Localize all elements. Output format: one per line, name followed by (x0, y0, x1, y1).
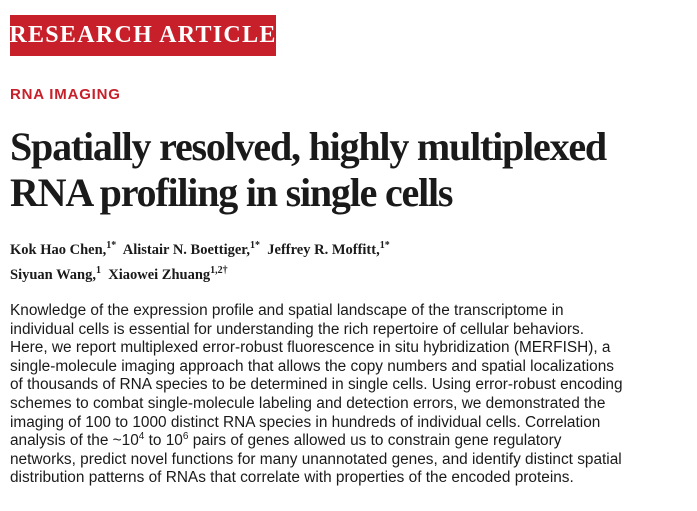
author-line-1: Kok Hao Chen,1* Alistair N. Boettiger,1*… (10, 238, 690, 263)
author-name: Alistair N. Boettiger, (122, 242, 251, 258)
abstract-text: analysis of the ~10 (10, 432, 139, 450)
abstract-line: individual cells is essential for unders… (10, 320, 585, 338)
abstract-text: to 10 (144, 432, 183, 450)
section-label: RNA IMAGING (10, 86, 121, 103)
article-title: Spatially resolved, highly multiplexed R… (10, 124, 690, 216)
author-mark: * (255, 240, 261, 251)
title-line-1: Spatially resolved, highly multiplexed (10, 124, 607, 169)
article-type-banner: RESEARCH ARTICLE (9, 15, 277, 56)
author-affiliation: 1 (95, 265, 101, 276)
abstract-line: single-molecule imaging approach that al… (10, 357, 614, 375)
abstract-line: Knowledge of the expression profile and … (10, 302, 564, 319)
author-line-2: Siyuan Wang,1 Xiaowei Zhuang1,2† (10, 263, 690, 288)
abstract-line: Here, we report multiplexed error-robust… (10, 339, 611, 357)
author-name: Xiaowei Zhuang (108, 267, 211, 283)
abstract: Knowledge of the expression profile and … (10, 302, 692, 488)
abstract-line: schemes to combat single-molecule labeli… (10, 394, 606, 412)
author-mark: * (384, 240, 390, 251)
author-list: Kok Hao Chen,1* Alistair N. Boettiger,1*… (10, 238, 690, 288)
author-affiliation: 1 (250, 240, 256, 251)
author-name: Jeffrey R. Moffitt, (267, 242, 380, 258)
article-type-label: RESEARCH ARTICLE (9, 22, 277, 48)
exponent: 6 (182, 431, 189, 443)
author-affiliation: 1,2 (210, 265, 223, 276)
author-name: Kok Hao Chen, (10, 242, 107, 258)
abstract-line: analysis of the ~104 to 106 pairs of gen… (10, 432, 692, 451)
abstract-line: of thousands of RNA species to be determ… (10, 376, 623, 394)
author-affiliation: 1 (106, 240, 112, 251)
author-name: Siyuan Wang, (10, 267, 96, 283)
title-line-2: RNA profiling in single cells (10, 170, 453, 215)
abstract-line: imaging of 100 to 1000 distinct RNA spec… (10, 413, 601, 431)
author-mark: * (111, 240, 117, 251)
abstract-line: networks, predict novel functions for ma… (10, 450, 622, 468)
abstract-text: pairs of genes allowed us to constrain g… (188, 432, 562, 450)
exponent: 4 (138, 431, 145, 443)
author-affiliation: 1 (379, 240, 385, 251)
abstract-line: distribution patterns of RNAs that corre… (10, 469, 574, 487)
author-mark: † (222, 265, 228, 276)
